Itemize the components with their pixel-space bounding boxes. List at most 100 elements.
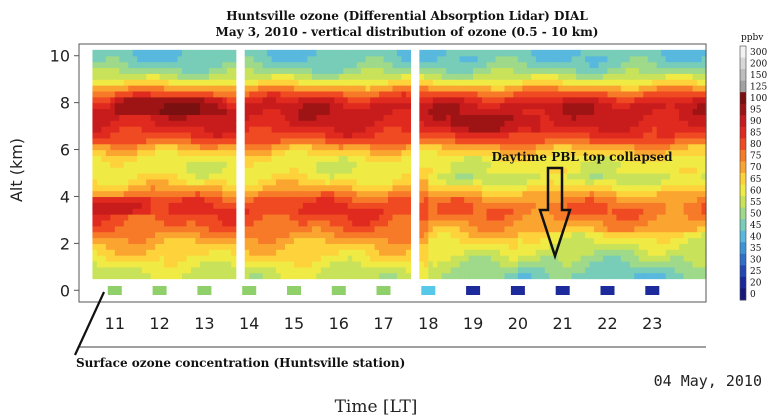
heatmap-cell: [325, 120, 331, 127]
heatmap-cell: [316, 131, 322, 139]
heatmap-cell: [665, 214, 671, 221]
heatmap-cell: [643, 243, 649, 250]
heatmap-cell: [432, 202, 438, 209]
heatmap-cell: [526, 96, 532, 104]
heatmap-cell: [531, 137, 537, 145]
heatmap-cell: [343, 214, 349, 221]
heatmap-cell: [396, 79, 403, 86]
heatmap-cell: [396, 102, 403, 110]
heatmap-cell: [419, 96, 425, 104]
heatmap-cell: [271, 49, 277, 57]
heatmap-cell: [325, 102, 331, 110]
heatmap-cell: [370, 190, 376, 198]
heatmap-cell: [535, 196, 541, 203]
heatmap-cell: [164, 208, 170, 215]
heatmap-cell: [661, 131, 667, 139]
heatmap-cell: [392, 79, 398, 86]
heatmap-cell: [302, 266, 309, 274]
heatmap-cell: [249, 61, 255, 69]
heatmap-cell: [629, 49, 635, 57]
heatmap-cell: [249, 272, 255, 280]
heatmap-cell: [558, 67, 564, 74]
heatmap-cell: [540, 102, 546, 110]
heatmap-cell: [401, 143, 407, 151]
heatmap-cell: [374, 255, 380, 262]
heatmap-cell: [150, 225, 156, 233]
heatmap-cell: [517, 61, 523, 69]
heatmap-cell: [146, 131, 152, 139]
heatmap-cell: [141, 161, 147, 168]
heatmap-cell: [320, 249, 326, 256]
heatmap-cell: [164, 249, 170, 256]
heatmap-cell: [629, 214, 635, 221]
heatmap-cell: [446, 155, 452, 162]
heatmap-cell: [213, 249, 219, 256]
heatmap-cell: [316, 49, 322, 57]
heatmap-cell: [491, 208, 497, 215]
heatmap-cell: [423, 184, 429, 192]
heatmap-cell: [195, 137, 201, 145]
heatmap-cell: [146, 55, 152, 63]
heatmap-cell: [204, 126, 210, 133]
heatmap-cell: [602, 96, 609, 104]
heatmap-cell: [293, 102, 300, 110]
heatmap-cell: [616, 219, 622, 227]
heatmap-cell: [105, 272, 111, 280]
heatmap-cell: [388, 90, 394, 98]
heatmap-cell: [396, 96, 403, 104]
heatmap-cell: [137, 131, 143, 139]
heatmap-cell: [468, 202, 474, 209]
heatmap-cell: [419, 196, 425, 203]
heatmap-cell: [432, 243, 438, 250]
heatmap-cell: [361, 55, 367, 63]
heatmap-cell: [665, 178, 671, 186]
heatmap-cell: [199, 96, 205, 104]
heatmap-cell: [405, 161, 412, 168]
heatmap-cell: [544, 219, 550, 227]
heatmap-cell: [244, 272, 250, 280]
heatmap-cell: [674, 90, 680, 98]
heatmap-cell: [352, 202, 358, 209]
heatmap-cell: [217, 214, 223, 221]
heatmap-cell: [674, 231, 680, 239]
heatmap-cell: [356, 266, 362, 274]
heatmap-cell: [602, 155, 609, 162]
heatmap-cell: [405, 225, 412, 233]
heatmap-cell: [517, 272, 523, 280]
heatmap-cell: [531, 219, 537, 227]
heatmap-cell: [352, 102, 358, 110]
heatmap-cell: [388, 143, 394, 151]
heatmap-cell: [280, 85, 286, 92]
heatmap-cell: [289, 102, 295, 110]
heatmap-cell: [634, 184, 640, 192]
heatmap-cell: [513, 266, 519, 274]
heatmap-cell: [589, 196, 595, 203]
heatmap-cell: [293, 266, 300, 274]
heatmap-cell: [141, 131, 147, 139]
heatmap-cell: [199, 85, 205, 92]
heatmap-cell: [589, 178, 595, 186]
heatmap-cell: [589, 149, 595, 157]
heatmap-cell: [338, 260, 344, 268]
heatmap-cell: [92, 79, 98, 86]
heatmap-cell: [396, 225, 403, 233]
heatmap-cell: [611, 202, 618, 209]
heatmap-cell: [522, 137, 528, 145]
heatmap-cell: [674, 167, 680, 174]
heatmap-cell: [258, 73, 264, 80]
heatmap-cell: [226, 61, 232, 69]
heatmap-cell: [365, 243, 371, 250]
heatmap-cell: [419, 255, 425, 262]
heatmap-cell: [150, 137, 156, 145]
heatmap-cell: [338, 108, 344, 115]
heatmap-cell: [132, 243, 138, 250]
heatmap-cell: [177, 143, 183, 151]
heatmap-cell: [347, 149, 353, 157]
heatmap-cell: [114, 85, 120, 92]
heatmap-cell: [356, 243, 362, 250]
heatmap-cell: [262, 120, 268, 127]
heatmap-cell: [293, 190, 300, 198]
heatmap-cell: [437, 272, 443, 280]
heatmap-cell: [177, 90, 183, 98]
heatmap-cell: [96, 249, 102, 256]
